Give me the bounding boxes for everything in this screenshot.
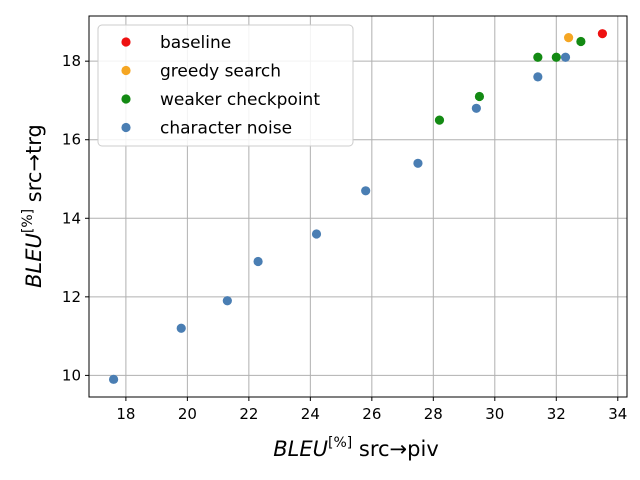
character-noise-point — [560, 52, 571, 62]
legend-marker-greedy-search — [121, 65, 131, 76]
character-noise-point — [361, 186, 371, 196]
y-tick-label: 14 — [62, 209, 81, 227]
x-tick-label: 26 — [362, 405, 381, 423]
x-tick-label: 24 — [301, 405, 320, 423]
y-tick-label: 18 — [62, 52, 81, 70]
x-axis-label-main: BLEU — [273, 437, 328, 461]
character-noise-point — [253, 256, 263, 267]
x-tick-label: 18 — [116, 405, 135, 423]
legend-marker-baseline — [121, 37, 131, 47]
y-tick-label: 16 — [62, 131, 81, 149]
x-axis-label-suffix: src→piv — [352, 437, 439, 461]
x-tick-label: 20 — [178, 405, 197, 423]
x-axis-label: BLEU[%] src→piv — [273, 435, 439, 461]
character-noise-point — [311, 229, 322, 239]
character-noise-point — [222, 296, 232, 306]
x-tick-label: 22 — [239, 405, 258, 423]
axis-ticks: 18 20 22 24 26 28 30 32 34 10 12 14 16 18 — [62, 52, 627, 423]
character-noise-point — [108, 374, 119, 384]
greedy-search-point — [563, 33, 574, 43]
y-axis-label-superscript: [%] — [20, 209, 36, 233]
weaker-checkpoint-point — [474, 91, 485, 102]
legend-box — [97, 24, 354, 147]
legend: baseline greedy search weaker checkpoint ch… — [97, 24, 354, 147]
x-tick-label: 30 — [485, 405, 504, 423]
weaker-checkpoint-point — [434, 115, 445, 125]
x-tick-label: 32 — [547, 405, 566, 423]
weaker-checkpoint-point — [551, 52, 561, 62]
x-tick-label: 28 — [424, 405, 443, 423]
y-tick-label: 12 — [62, 288, 81, 306]
weaker-checkpoint-point — [576, 36, 586, 47]
legend-marker-weaker-checkpoint — [121, 94, 131, 104]
x-axis-label-superscript: [%] — [328, 435, 352, 451]
plot-area — [88, 15, 628, 398]
legend-marker-character-noise — [121, 122, 131, 133]
y-axis-label: BLEU[%] src→trg — [20, 124, 46, 288]
legend-label-weaker-checkpoint: weaker checkpoint — [160, 90, 320, 110]
legend-label-greedy-search: greedy search — [160, 62, 281, 82]
x-tick-label: 34 — [608, 405, 627, 423]
character-noise-point — [471, 103, 481, 113]
character-noise-point — [176, 323, 186, 333]
character-noise-point — [413, 158, 423, 168]
weaker-checkpoint-point — [533, 52, 543, 62]
legend-label-character-noise: character noise — [160, 119, 292, 139]
y-axis-label-suffix: src→trg — [22, 124, 46, 209]
y-axis-label-main: BLEU — [22, 233, 46, 288]
y-tick-label: 10 — [62, 366, 81, 384]
baseline-point — [597, 29, 608, 39]
legend-label-baseline: baseline — [160, 33, 231, 53]
character-noise-point — [533, 72, 543, 82]
data-points — [108, 29, 608, 384]
